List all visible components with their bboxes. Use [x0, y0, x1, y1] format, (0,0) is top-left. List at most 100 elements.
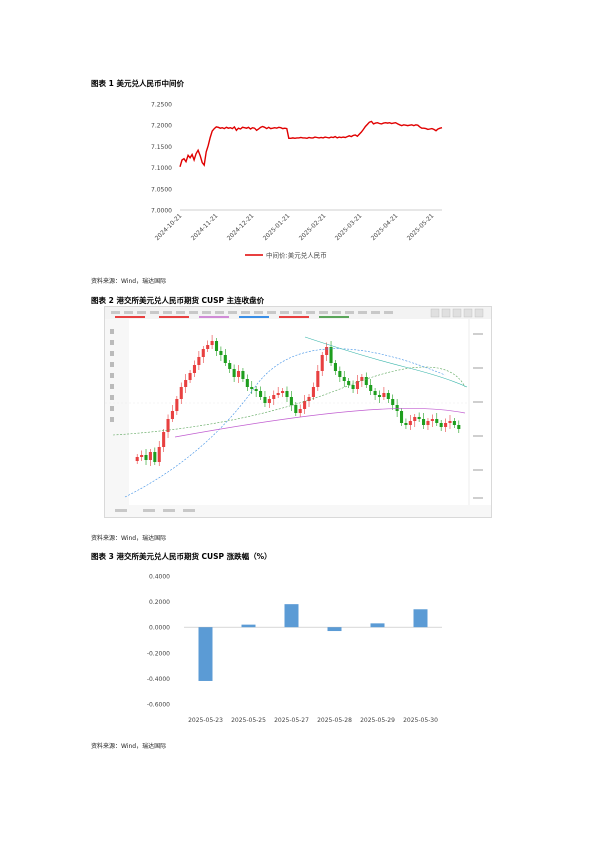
candle-body	[144, 455, 148, 460]
toolbar-glyph	[176, 311, 185, 314]
bar	[413, 609, 428, 628]
candle-body	[439, 423, 443, 427]
toolbar-glyph	[254, 311, 263, 314]
candle-body	[422, 419, 426, 425]
candle-body	[197, 357, 201, 365]
indicator-legend-mark	[159, 316, 189, 318]
candle-body	[157, 447, 161, 462]
toolbar-glyph	[228, 311, 237, 314]
y-tick-label: 7.1500	[151, 144, 172, 151]
candle-body	[391, 399, 395, 405]
candle-body	[311, 387, 315, 397]
toolbar-glyph	[384, 311, 393, 314]
toolbar-glyph	[293, 311, 302, 314]
figure-3-source: 资料来源：Wind，瑞达国际	[91, 743, 167, 750]
y-tick-label: -0.2000	[147, 650, 170, 657]
x-tick-label: 2025-01-21	[262, 212, 292, 242]
candle-body	[166, 419, 170, 432]
candle-body	[245, 379, 249, 387]
candle-body	[162, 432, 166, 447]
candle-body	[206, 345, 210, 349]
time-axis-strip	[105, 505, 491, 517]
indicator-legend-mark	[319, 316, 349, 318]
y-tick-label: 7.2500	[151, 102, 172, 109]
price-axis-label	[473, 469, 483, 471]
candle-body	[444, 423, 448, 427]
candle-body	[241, 371, 245, 379]
drawing-tool-icon	[110, 340, 114, 345]
left-tool-rail	[105, 319, 129, 505]
candle-body	[210, 341, 214, 345]
candle-body	[364, 377, 368, 385]
time-axis-label	[143, 509, 155, 512]
price-axis-label	[473, 367, 483, 369]
candle-body	[184, 380, 188, 387]
midrate-series-line	[179, 120, 443, 167]
bar	[370, 623, 385, 628]
price-axis-label	[473, 401, 483, 403]
candle-body	[435, 419, 439, 423]
candle-body	[214, 341, 219, 351]
y-tick-label: 7.0500	[151, 186, 172, 193]
candle-body	[263, 397, 267, 403]
candle-body	[223, 355, 227, 363]
indicator-legend-mark	[239, 316, 269, 318]
x-tick-label: 2025-05-25	[231, 717, 266, 724]
cusp-kline-panel	[104, 306, 492, 518]
candle-body	[430, 419, 434, 421]
indicator-legend-mark	[279, 316, 309, 318]
candle-body	[408, 421, 412, 425]
drawing-tool-icon	[110, 373, 114, 378]
y-tick-label: 0.2000	[149, 599, 170, 606]
y-tick-label: -0.4000	[147, 676, 170, 683]
x-tick-label: 2025-05-30	[403, 717, 438, 724]
y-tick-label: 7.1000	[151, 165, 172, 172]
candle-body	[228, 363, 232, 369]
toolbar-glyph	[137, 311, 146, 314]
candle-body	[219, 351, 223, 355]
candle-body	[338, 371, 342, 377]
candle-body	[267, 399, 271, 403]
candle-body	[351, 385, 355, 389]
candle-body	[386, 393, 390, 399]
x-tick-label: 2025-05-27	[274, 717, 309, 724]
candle-body	[153, 452, 157, 462]
y-tick-label: -0.6000	[147, 702, 170, 709]
candle-body	[307, 397, 311, 401]
candle-body	[395, 405, 399, 411]
toolbar-glyph	[163, 311, 172, 314]
candle-body	[316, 371, 320, 387]
candle-body	[413, 417, 417, 421]
candle-body	[254, 389, 258, 391]
bar	[198, 627, 213, 681]
candle-body	[281, 391, 285, 393]
candle-body	[289, 397, 293, 405]
figure-3-caption: 图表 3 港交所美元兑人民币期货 CUSP 涨跌幅（%）	[91, 552, 272, 561]
x-tick-label: 2025-02-21	[298, 212, 328, 242]
candle-body	[285, 391, 289, 397]
window-control-icon	[452, 308, 462, 318]
candle-body	[382, 393, 386, 397]
x-tick-label: 2025-04-21	[370, 212, 400, 242]
window-control-icon	[474, 308, 484, 318]
time-axis-label	[163, 509, 175, 512]
toolbar-glyph	[267, 311, 276, 314]
indicator-legend-mark	[115, 316, 145, 318]
y-tick-label: 0.4000	[149, 574, 170, 581]
toolbar-glyph	[111, 311, 120, 314]
figure-1-source: 资料来源：Wind，瑞达国际	[91, 278, 167, 285]
candle-body	[232, 369, 236, 377]
candle-body	[417, 417, 421, 419]
toolbar-glyph	[215, 311, 224, 314]
drawing-tool-icon	[110, 406, 114, 411]
toolbar-glyph	[202, 311, 211, 314]
cusp-candlestick-chart	[105, 307, 491, 517]
x-tick-label: 2025-05-29	[360, 717, 395, 724]
moving-average-line	[174, 408, 466, 438]
toolbar-glyph	[280, 311, 289, 314]
figure-2-source: 资料来源：Wind，瑞达国际	[91, 535, 167, 542]
x-tick-label: 2024-10-21	[154, 212, 184, 242]
toolbar-glyph	[332, 311, 341, 314]
x-tick-label: 2024-11-21	[190, 212, 220, 242]
moving-average-line	[112, 366, 466, 436]
